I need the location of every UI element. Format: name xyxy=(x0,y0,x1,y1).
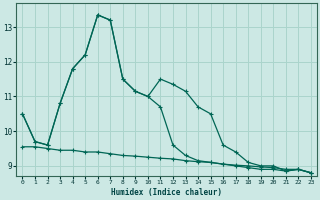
X-axis label: Humidex (Indice chaleur): Humidex (Indice chaleur) xyxy=(111,188,222,197)
